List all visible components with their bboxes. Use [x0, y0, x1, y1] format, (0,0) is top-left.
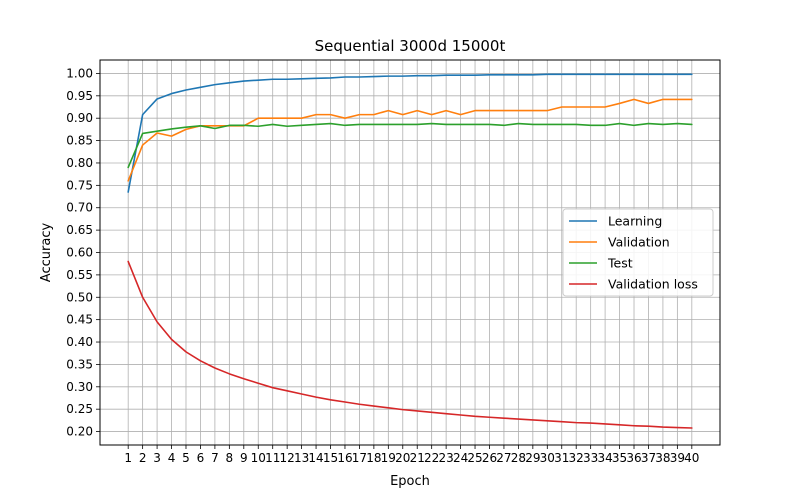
- x-tick-label: 3: [153, 451, 161, 465]
- x-tick-label: 34: [597, 451, 612, 465]
- x-tick-label: 27: [496, 451, 511, 465]
- y-tick-label: 1.00: [66, 66, 93, 80]
- x-tick-label: 16: [337, 451, 352, 465]
- x-tick-label: 12: [280, 451, 295, 465]
- y-tick-label: 0.90: [66, 111, 93, 125]
- legend: Learning Validation Test Validation loss: [562, 208, 714, 297]
- series-line-learning: [127, 73, 693, 193]
- x-tick-label: 9: [240, 451, 248, 465]
- x-tick-label: 20: [395, 451, 410, 465]
- legend-box: [562, 208, 714, 297]
- y-axis-ticks: 0.20 0.25 0.30 0.35 0.40 0.45 0.50 0.55 0.60 0.65…: [66, 66, 100, 439]
- x-tick-label: 25: [467, 451, 482, 465]
- y-tick-label: 0.75: [66, 178, 93, 192]
- x-tick-label: 33: [583, 451, 598, 465]
- x-tick-label: 38: [655, 451, 670, 465]
- y-tick-label: 0.45: [66, 313, 93, 327]
- x-tick-label: 37: [641, 451, 656, 465]
- x-tick-label: 28: [511, 451, 526, 465]
- x-axis-label: Epoch: [390, 474, 430, 489]
- series-line-validation-loss: [127, 260, 693, 429]
- x-tick-label: 29: [525, 451, 540, 465]
- x-tick-label: 18: [366, 451, 381, 465]
- x-tick-label: 21: [410, 451, 425, 465]
- y-tick-label: 0.95: [66, 89, 93, 103]
- x-tick-label: 22: [424, 451, 439, 465]
- y-tick-label: 0.60: [66, 246, 93, 260]
- x-tick-label: 5: [182, 451, 190, 465]
- x-axis-ticks: 1 2 3 4 5 6 7 8 9 10 11 12 13 14 15 16 17 18 19 20 21 22 23 24 2…: [124, 445, 699, 465]
- x-tick-label: 11: [265, 451, 280, 465]
- x-tick-label: 30: [540, 451, 555, 465]
- x-tick-label: 26: [482, 451, 497, 465]
- x-tick-label: 23: [438, 451, 453, 465]
- chart-title: Sequential 3000d 15000t: [315, 37, 506, 55]
- x-tick-label: 15: [323, 451, 338, 465]
- y-tick-label: 0.65: [66, 223, 93, 237]
- x-tick-label: 24: [453, 451, 468, 465]
- x-tick-label: 17: [352, 451, 367, 465]
- x-tick-label: 19: [381, 451, 396, 465]
- legend-label-test: Test: [607, 256, 633, 271]
- x-tick-label: 8: [226, 451, 234, 465]
- x-tick-label: 31: [554, 451, 569, 465]
- grid: [100, 60, 720, 445]
- legend-label-learning: Learning: [608, 214, 662, 229]
- legend-label-validation: Validation: [608, 235, 670, 250]
- y-tick-label: 0.50: [66, 290, 93, 304]
- y-tick-label: 0.70: [66, 201, 93, 215]
- series-line-validation: [127, 98, 693, 182]
- x-tick-label: 39: [670, 451, 685, 465]
- x-tick-label: 36: [626, 451, 641, 465]
- y-tick-label: 0.80: [66, 156, 93, 170]
- y-tick-label: 0.25: [66, 402, 93, 416]
- x-tick-label: 7: [211, 451, 219, 465]
- legend-label-validation-loss: Validation loss: [608, 277, 698, 292]
- x-tick-label: 10: [251, 451, 266, 465]
- x-tick-label: 2: [139, 451, 147, 465]
- x-tick-label: 32: [569, 451, 584, 465]
- series-group: [127, 73, 693, 429]
- x-tick-label: 6: [197, 451, 205, 465]
- x-tick-label: 14: [308, 451, 323, 465]
- y-tick-label: 0.35: [66, 357, 93, 371]
- y-tick-label: 0.40: [66, 335, 93, 349]
- x-tick-label: 13: [294, 451, 309, 465]
- y-tick-label: 0.85: [66, 134, 93, 148]
- y-tick-label: 0.30: [66, 380, 93, 394]
- y-axis-label: Accuracy: [39, 223, 54, 283]
- x-tick-label: 35: [612, 451, 627, 465]
- x-tick-label: 1: [124, 451, 132, 465]
- series-line-test: [127, 122, 693, 169]
- x-tick-label: 4: [168, 451, 176, 465]
- y-tick-label: 0.20: [66, 425, 93, 439]
- x-tick-label: 40: [684, 451, 699, 465]
- y-tick-label: 0.55: [66, 268, 93, 282]
